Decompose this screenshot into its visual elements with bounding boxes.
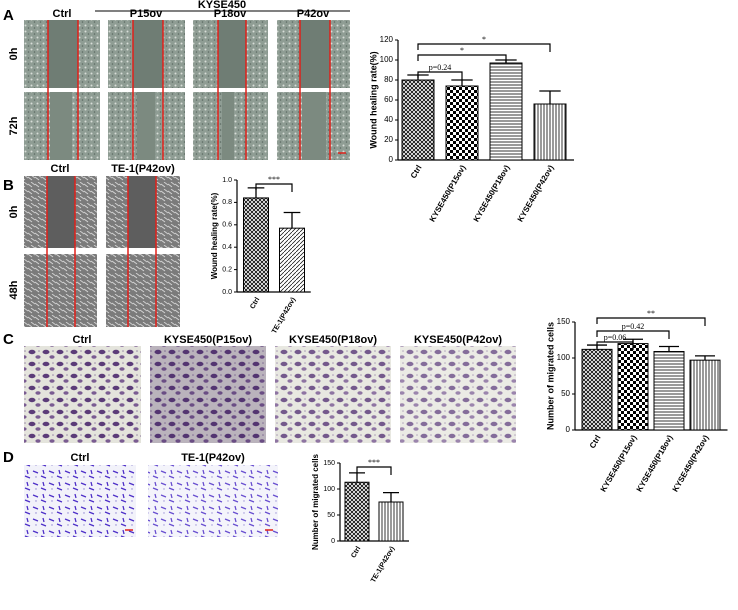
y-axis-label: Wound healing rate(%): [210, 192, 219, 279]
row-label: 48h: [8, 280, 20, 299]
x-tick-label: KYSE450(P15ov): [599, 433, 639, 493]
x-tick-label: TE-1(P42ov): [271, 296, 297, 335]
significance-label: p=0.24: [429, 63, 452, 72]
bar: [445, 85, 479, 161]
column-label: Ctrl: [73, 334, 92, 346]
bar: [653, 351, 685, 431]
column-label: KYSE450(P42ov): [414, 334, 502, 346]
y-axis-label: Number of migrated cells: [311, 453, 320, 550]
panel-label: A: [3, 7, 14, 24]
significance-label: ***: [368, 458, 380, 467]
significance-bracket: [356, 466, 392, 475]
row-label: 0h: [8, 205, 20, 218]
column-label: Ctrl: [51, 163, 70, 175]
column-label: KYSE450(P15ov): [164, 334, 252, 346]
column-label: P42ov: [297, 8, 330, 20]
x-tick-label: Ctrl: [588, 434, 603, 450]
y-tick-label: 40: [384, 115, 393, 124]
bar: [243, 197, 269, 293]
bar: [279, 227, 305, 293]
significance-label: **: [647, 309, 655, 318]
bar: [344, 481, 370, 542]
panel-label: B: [3, 177, 14, 194]
y-tick-label: 0.4: [222, 244, 232, 251]
y-tick-label: 1.0: [222, 177, 232, 184]
significance-label: ***: [268, 175, 280, 184]
y-tick-label: 60: [384, 95, 393, 104]
column-label: P15ov: [130, 8, 163, 20]
x-tick-label: Ctrl: [409, 164, 424, 180]
x-tick-label: Ctrl: [249, 296, 261, 310]
y-tick-label: 0.8: [222, 199, 232, 206]
x-tick-label: KYSE450(P18ov): [472, 163, 512, 223]
y-tick-label: 80: [384, 75, 393, 84]
y-axis-label: Wound healing rate(%): [368, 51, 378, 148]
panel-d-images: [24, 465, 278, 537]
y-tick-label: 0.6: [222, 222, 232, 229]
bar: [533, 103, 567, 161]
panel-header: KYSE450: [198, 0, 246, 11]
y-tick-label: 0: [566, 425, 571, 434]
significance-bracket: [417, 43, 551, 52]
column-label: KYSE450(P18ov): [289, 334, 377, 346]
panel-label: C: [3, 331, 14, 348]
x-tick-label: KYSE450(P18ov): [635, 433, 675, 493]
y-tick-label: 50: [327, 512, 335, 519]
y-tick-label: 150: [323, 460, 335, 467]
row-label: 0h: [8, 47, 20, 60]
column-label: Ctrl: [71, 452, 90, 464]
y-tick-label: 120: [380, 35, 394, 44]
bar: [689, 359, 721, 431]
y-tick-label: 0.2: [222, 266, 232, 273]
x-tick-label: TE-1(P42ov): [370, 545, 396, 584]
x-tick-label: KYSE450(P42ov): [516, 163, 556, 223]
bar: [617, 343, 649, 431]
bar: [489, 62, 523, 161]
y-tick-label: 20: [384, 135, 393, 144]
y-tick-label: 100: [323, 486, 335, 493]
y-tick-label: 0.0: [222, 289, 232, 296]
x-tick-label: Ctrl: [350, 545, 362, 559]
y-tick-label: 100: [557, 353, 571, 362]
column-label: TE-1(P42ov): [111, 163, 175, 175]
bar: [378, 501, 404, 542]
significance-bracket: [596, 341, 634, 350]
error-bar: [539, 90, 561, 104]
row-label: 72h: [8, 116, 20, 135]
significance-label: *: [482, 35, 486, 44]
error-bar: [349, 472, 365, 483]
significance-label: p=0.42: [622, 322, 645, 331]
panel-b-images: [24, 176, 180, 327]
column-label: P18ov: [214, 8, 247, 20]
panel-c-images: [24, 346, 516, 443]
y-tick-label: 0: [331, 538, 335, 545]
bar: [401, 79, 435, 161]
y-tick-label: 100: [380, 55, 394, 64]
significance-bracket: [596, 317, 706, 326]
column-label: TE-1(P42ov): [181, 452, 245, 464]
panel-a-images: [24, 10, 350, 160]
x-tick-label: KYSE450(P15ov): [428, 163, 468, 223]
error-bar: [383, 491, 399, 502]
error-bar: [659, 345, 679, 352]
x-tick-label: KYSE450(P42ov): [671, 433, 711, 493]
significance-label: *: [460, 46, 464, 55]
error-bar: [451, 79, 473, 86]
y-tick-label: 50: [561, 389, 570, 398]
significance-bracket: [596, 330, 670, 339]
error-bar: [695, 355, 715, 361]
y-tick-label: 150: [557, 317, 571, 326]
significance-bracket: [417, 54, 507, 63]
error-bar: [283, 211, 301, 229]
panel-label: D: [3, 449, 14, 466]
significance-label: p=0.06: [604, 333, 627, 342]
column-label: Ctrl: [53, 8, 72, 20]
y-axis-label: Number of migrated cells: [545, 322, 555, 430]
y-tick-label: 0: [389, 155, 394, 164]
significance-bracket: [255, 183, 293, 192]
significance-bracket: [417, 71, 463, 80]
bar: [581, 348, 613, 431]
